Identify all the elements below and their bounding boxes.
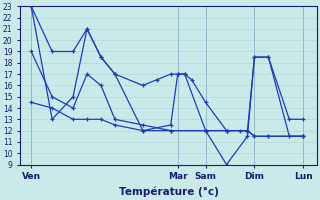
X-axis label: Température (°c): Température (°c): [119, 187, 219, 197]
